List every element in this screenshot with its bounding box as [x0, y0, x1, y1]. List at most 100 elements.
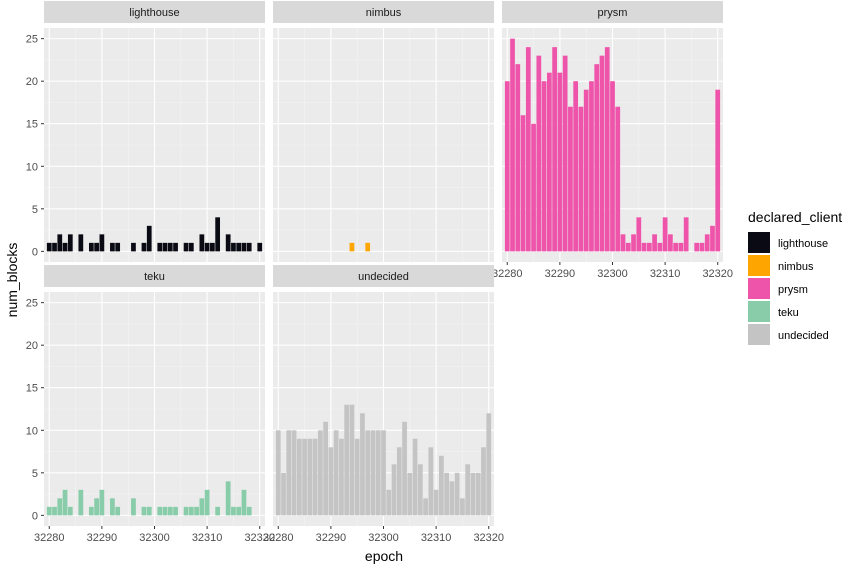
y-tick-label: 15: [26, 119, 38, 131]
x-tick-label: 32300: [368, 532, 399, 544]
facet-strip: [273, 1, 494, 23]
bar: [525, 47, 531, 252]
legend-key: [748, 324, 770, 345]
x-tick-label: 32280: [263, 532, 294, 544]
bar: [167, 242, 173, 252]
bar: [673, 242, 679, 252]
bar: [354, 438, 360, 516]
bar: [78, 234, 84, 252]
bar: [381, 430, 386, 516]
bar: [652, 234, 657, 252]
y-tick-label: 10: [26, 161, 38, 173]
legend-key: [748, 232, 770, 253]
facet-strip-label: undecided: [358, 271, 409, 283]
x-tick-label: 32310: [421, 532, 452, 544]
bar: [546, 72, 552, 252]
bar: [328, 447, 334, 516]
bar: [510, 38, 515, 252]
bar: [349, 404, 355, 516]
bar: [88, 506, 94, 516]
bar: [281, 472, 286, 516]
bar: [694, 242, 700, 252]
x-tick-label: 32320: [473, 532, 504, 544]
bar: [110, 498, 115, 516]
bar: [541, 81, 547, 252]
bar: [599, 55, 605, 252]
x-tick-label: 32300: [597, 268, 628, 280]
legend-label: nimbus: [778, 261, 814, 273]
bar: [115, 506, 121, 516]
bar: [439, 455, 444, 516]
bar: [625, 242, 631, 252]
bar: [504, 81, 510, 252]
bar: [94, 242, 99, 252]
legend-label: prysm: [778, 284, 808, 296]
bar: [194, 506, 199, 516]
bar: [94, 498, 99, 516]
bar: [386, 489, 392, 516]
bar: [236, 506, 242, 516]
y-tick-label: 25: [26, 298, 38, 310]
bar: [246, 506, 252, 516]
bar: [67, 506, 73, 516]
bar: [631, 234, 636, 252]
bar: [110, 242, 115, 252]
bar: [231, 506, 236, 516]
bar: [246, 242, 252, 252]
y-tick-label: 15: [26, 383, 38, 395]
x-tick-label: 32310: [650, 268, 681, 280]
bar: [115, 242, 121, 252]
bar: [552, 47, 557, 252]
bar: [141, 506, 147, 516]
bar: [594, 64, 600, 252]
bar: [562, 55, 568, 252]
facet-strip: [273, 265, 494, 287]
bar: [610, 81, 615, 252]
bar: [583, 89, 589, 252]
bar: [699, 242, 705, 252]
bar: [167, 506, 173, 516]
bar: [62, 489, 68, 516]
bar: [412, 438, 418, 516]
bar: [215, 217, 221, 252]
bar: [210, 242, 215, 252]
bar: [141, 242, 147, 252]
bar: [428, 447, 434, 516]
facet-strip: [44, 265, 265, 287]
bar: [515, 64, 521, 252]
bar: [236, 242, 242, 252]
bar: [162, 242, 168, 252]
bar: [573, 81, 579, 252]
x-axis-title: epoch: [365, 548, 403, 564]
bar: [396, 447, 402, 516]
bar: [423, 498, 428, 516]
bar: [291, 430, 297, 516]
legend-key: [748, 255, 770, 276]
bar: [578, 106, 584, 252]
bar: [433, 489, 439, 516]
bar: [360, 413, 365, 516]
facet-strip-label: lighthouse: [129, 7, 179, 19]
bar: [668, 234, 673, 252]
bar: [46, 506, 52, 516]
x-tick-label: 32320: [244, 532, 275, 544]
x-tick-label: 32280: [492, 268, 523, 280]
bar: [683, 217, 689, 252]
bar: [225, 234, 231, 252]
legend-label: teku: [778, 307, 799, 319]
bar: [204, 242, 210, 252]
bar: [131, 498, 136, 516]
bar: [339, 438, 344, 516]
bar: [370, 430, 376, 516]
bar: [710, 225, 715, 252]
bar: [46, 242, 52, 252]
bar: [57, 234, 63, 252]
bar: [557, 72, 563, 252]
bar: [449, 481, 455, 516]
x-tick-label: 32290: [545, 268, 576, 280]
bar: [531, 123, 536, 252]
bar: [678, 242, 684, 252]
bar: [444, 472, 450, 516]
bar: [199, 498, 205, 516]
